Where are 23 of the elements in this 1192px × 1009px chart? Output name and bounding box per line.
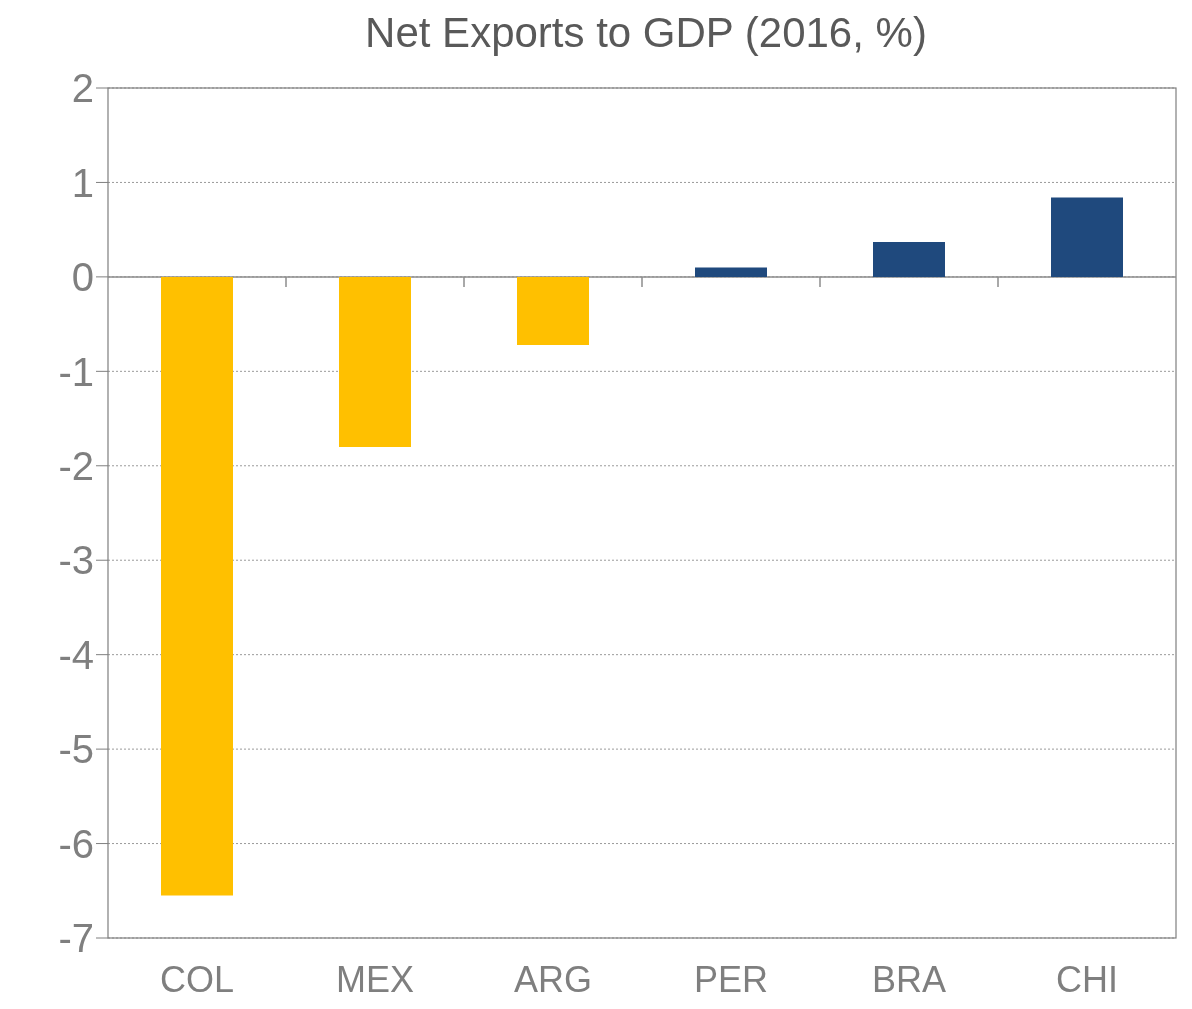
bar [339, 276, 411, 447]
y-tick-label: 1 [71, 160, 94, 205]
y-tick-label: -4 [58, 632, 94, 677]
chart-title: Net Exports to GDP (2016, %) [364, 8, 928, 58]
y-tick-label: -3 [58, 538, 94, 583]
x-tick-label: BRA [871, 958, 947, 1000]
y-tick-label: 2 [71, 66, 94, 111]
y-tick-label: -6 [58, 821, 94, 866]
bar [1051, 197, 1123, 277]
y-tick-label: 0 [71, 255, 94, 300]
x-tick-label: MEX [335, 958, 415, 1000]
y-tick-label: -5 [58, 727, 94, 772]
bar [695, 267, 767, 277]
bar [161, 276, 233, 896]
x-tick-label: PER [693, 958, 769, 1000]
x-tick-label: ARG [513, 958, 593, 1000]
bar [873, 241, 945, 277]
bar [517, 276, 589, 345]
x-tick-label: COL [159, 958, 235, 1000]
y-tick-label: -1 [58, 349, 94, 394]
y-tick-label: -7 [58, 916, 94, 961]
y-tick-label: -2 [58, 443, 94, 488]
x-tick-label: CHI [1056, 958, 1118, 1000]
